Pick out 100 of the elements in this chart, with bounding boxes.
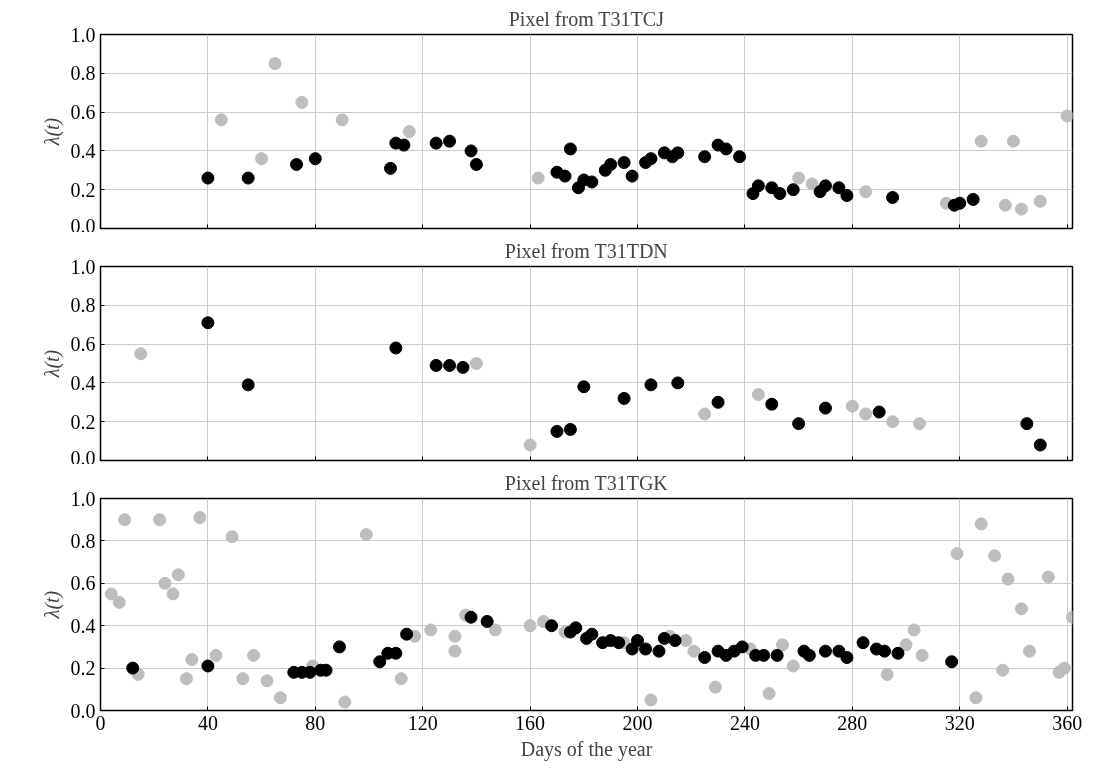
point <box>585 627 599 641</box>
point <box>966 192 980 206</box>
point <box>1023 644 1037 658</box>
y-tick-label: 0.2 <box>70 178 96 201</box>
point <box>397 138 411 152</box>
point <box>429 136 443 150</box>
point <box>469 157 483 171</box>
point <box>698 651 712 664</box>
point <box>126 661 140 675</box>
point <box>545 619 559 633</box>
point <box>1041 570 1055 584</box>
point <box>247 648 261 662</box>
point <box>201 316 215 330</box>
point <box>464 610 478 624</box>
point <box>617 391 631 405</box>
point <box>792 171 806 185</box>
point <box>668 634 682 648</box>
point <box>402 125 416 138</box>
point <box>969 691 983 705</box>
point <box>1057 661 1071 675</box>
point <box>652 644 666 658</box>
x-tick-label: 0 <box>95 711 106 734</box>
point <box>786 659 800 673</box>
x-axis-title: Days of the year <box>520 737 653 761</box>
x-tick-label: 320 <box>944 711 975 734</box>
point <box>338 695 352 709</box>
point <box>273 691 287 705</box>
point <box>845 399 859 413</box>
point <box>698 407 712 421</box>
point <box>872 405 886 419</box>
point <box>171 568 185 582</box>
point <box>236 672 250 686</box>
x-tick-label: 240 <box>729 711 760 734</box>
point <box>792 417 806 431</box>
point <box>179 672 193 686</box>
y-axis-title: λ(t) <box>40 349 64 379</box>
point <box>373 655 387 669</box>
y-tick-label: 0.0 <box>70 214 96 237</box>
point <box>733 150 747 164</box>
point <box>751 179 765 193</box>
point <box>201 659 215 673</box>
point <box>631 634 645 648</box>
y-tick-label: 0.6 <box>70 333 96 356</box>
y-tick-label: 0.6 <box>70 101 96 124</box>
point <box>295 95 309 109</box>
point <box>214 113 228 127</box>
y-tick-label: 0.4 <box>70 614 96 637</box>
point <box>241 378 255 392</box>
point <box>523 619 537 633</box>
x-tick-label: 120 <box>407 711 438 734</box>
point <box>448 629 462 643</box>
y-tick-label: 1.0 <box>70 487 96 510</box>
point <box>953 196 967 210</box>
point <box>802 648 816 662</box>
point <box>424 623 438 637</box>
point <box>856 636 870 650</box>
point <box>464 144 478 158</box>
point <box>765 397 779 411</box>
point <box>878 644 892 658</box>
point <box>558 169 572 183</box>
point <box>389 646 403 660</box>
y-tick-label: 1.0 <box>70 255 96 278</box>
y-tick-label: 1.0 <box>70 23 96 46</box>
point <box>577 380 591 394</box>
point <box>751 388 765 402</box>
point <box>805 177 819 191</box>
point <box>832 644 846 658</box>
point <box>950 547 964 561</box>
y-tick-label: 0.2 <box>70 410 96 433</box>
point <box>185 653 199 667</box>
x-tick-label: 360 <box>1052 711 1083 734</box>
point <box>762 687 776 701</box>
point <box>988 549 1002 563</box>
point <box>974 517 988 531</box>
point <box>859 407 873 421</box>
point <box>1014 602 1028 616</box>
x-tick-label: 40 <box>197 711 218 734</box>
point <box>840 189 854 203</box>
point <box>1060 109 1073 123</box>
point <box>389 341 403 355</box>
point <box>383 161 397 175</box>
x-tick-label: 80 <box>305 711 326 734</box>
point <box>531 171 545 185</box>
point <box>625 169 639 183</box>
x-tick-label: 280 <box>837 711 868 734</box>
point <box>335 113 349 127</box>
point <box>201 171 215 185</box>
point <box>612 636 626 650</box>
point <box>400 627 414 641</box>
point <box>687 644 701 658</box>
y-tick-label: 0.4 <box>70 371 96 394</box>
point <box>891 646 905 660</box>
point <box>118 513 132 527</box>
point <box>443 134 457 148</box>
point <box>429 358 443 372</box>
point <box>996 663 1010 677</box>
y-tick-label: 0.8 <box>70 62 96 85</box>
point <box>480 614 494 628</box>
point <box>886 415 900 429</box>
point <box>735 640 749 654</box>
